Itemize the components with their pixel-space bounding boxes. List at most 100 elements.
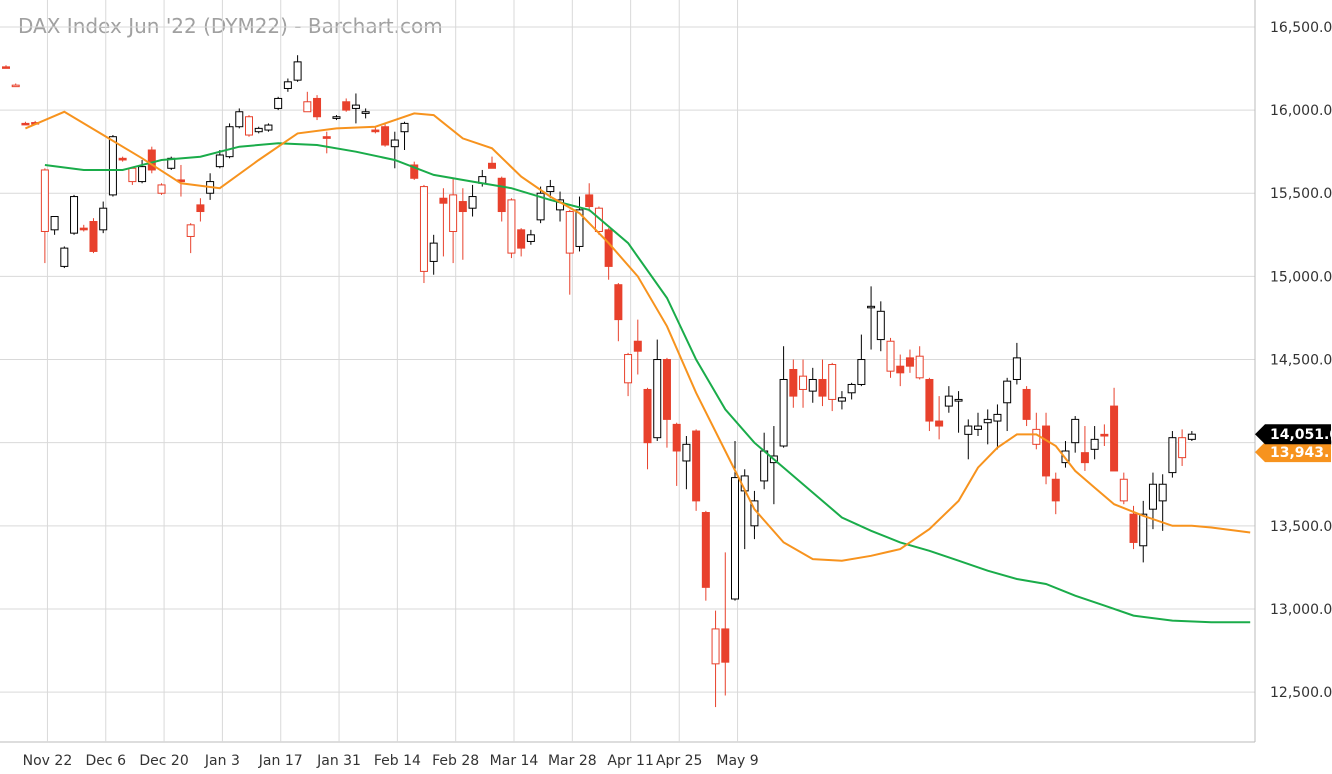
candle (1022, 386, 1031, 427)
candle-body (653, 359, 662, 439)
x-tick-label: May 9 (716, 753, 758, 769)
candle-body (196, 204, 205, 213)
candle-body (468, 196, 477, 209)
candle (40, 168, 49, 264)
candle (351, 93, 360, 124)
candle-body (614, 284, 623, 321)
candle-body (1119, 478, 1128, 502)
candle-body (313, 97, 322, 118)
candle-body (1110, 405, 1119, 472)
y-tick-label: 15,000.0 (1270, 269, 1332, 285)
candle (245, 115, 253, 137)
candle (99, 201, 108, 234)
candle (867, 286, 876, 350)
candle (847, 382, 856, 400)
candle-body (371, 129, 380, 133)
candle-body (2, 66, 10, 69)
candle-body (837, 397, 846, 402)
candle-body (322, 136, 331, 139)
candle (633, 319, 642, 375)
candle (760, 432, 769, 490)
candle-body (993, 413, 1002, 422)
candle-body (274, 97, 283, 109)
candle-body (108, 136, 117, 196)
candle (303, 91, 312, 113)
candle-body (1071, 418, 1080, 444)
x-tick-label: Apr 11 (607, 753, 653, 769)
candle-body (925, 378, 934, 422)
y-tick-label: 15,500.0 (1270, 186, 1332, 202)
candle (711, 610, 720, 708)
moving-average-long-line (44, 142, 1251, 624)
y-axis-labels: 12,500.013,000.013,500.014,000.014,500.0… (1270, 20, 1332, 701)
candle-body (857, 359, 866, 385)
candle (828, 362, 837, 412)
candle-body (799, 375, 808, 390)
candle-body (536, 192, 545, 221)
y-tick-label: 12,500.0 (1270, 685, 1332, 701)
candle (1139, 500, 1148, 563)
candle (2, 65, 10, 69)
candle-body (915, 355, 924, 379)
candle (1003, 377, 1012, 432)
candle (400, 121, 409, 150)
candle-body (1148, 483, 1157, 510)
candle (1168, 431, 1177, 478)
ma-value-badge-shape (1255, 442, 1331, 463)
candle (264, 123, 273, 132)
candle (108, 135, 117, 197)
candle-body (1158, 483, 1167, 502)
candle (575, 196, 584, 252)
candle (886, 337, 895, 378)
candle-body (594, 207, 603, 232)
candle (983, 409, 992, 445)
candle (507, 198, 516, 259)
candle-body (701, 512, 710, 588)
candle-body (458, 201, 467, 213)
candle-body (303, 101, 312, 113)
candle (293, 55, 302, 82)
candle (556, 191, 565, 222)
candle (1158, 474, 1167, 531)
candle (526, 229, 535, 245)
y-tick-label: 16,500.0 (1270, 20, 1332, 36)
candle (1178, 429, 1187, 466)
candle (935, 396, 944, 440)
chart-title: DAX Index Jun '22 (DYM22) - Barchart.com (18, 14, 443, 38)
candle (468, 184, 477, 217)
candle (857, 334, 866, 387)
candle-body (1051, 478, 1060, 502)
candle (701, 510, 710, 601)
candle (604, 228, 613, 280)
candle (731, 441, 739, 601)
candle-body (546, 186, 555, 193)
candle (692, 429, 701, 511)
candle-body (293, 61, 302, 81)
candle-body (342, 101, 351, 111)
x-tick-label: Feb 28 (432, 753, 479, 769)
candle (546, 179, 555, 199)
candle-body (1178, 437, 1187, 459)
candle-body (79, 227, 88, 231)
candle-body (672, 423, 681, 452)
candle (662, 357, 671, 448)
candle-body (974, 425, 982, 430)
candle (70, 194, 79, 235)
x-tick-label: Feb 14 (374, 753, 421, 769)
candle (769, 426, 778, 505)
candle-body (235, 111, 244, 128)
candle (342, 98, 351, 112)
candle (1012, 342, 1021, 385)
candles (2, 55, 1196, 708)
candle-body (808, 378, 817, 392)
candle-body (692, 430, 701, 502)
candle-body (60, 247, 69, 267)
candle-body (400, 122, 409, 133)
candle (1110, 387, 1119, 472)
candle-body (488, 162, 496, 169)
candle-body (828, 364, 837, 400)
candle-body (40, 169, 49, 232)
candle-body (507, 199, 516, 254)
candle-body (711, 628, 720, 665)
